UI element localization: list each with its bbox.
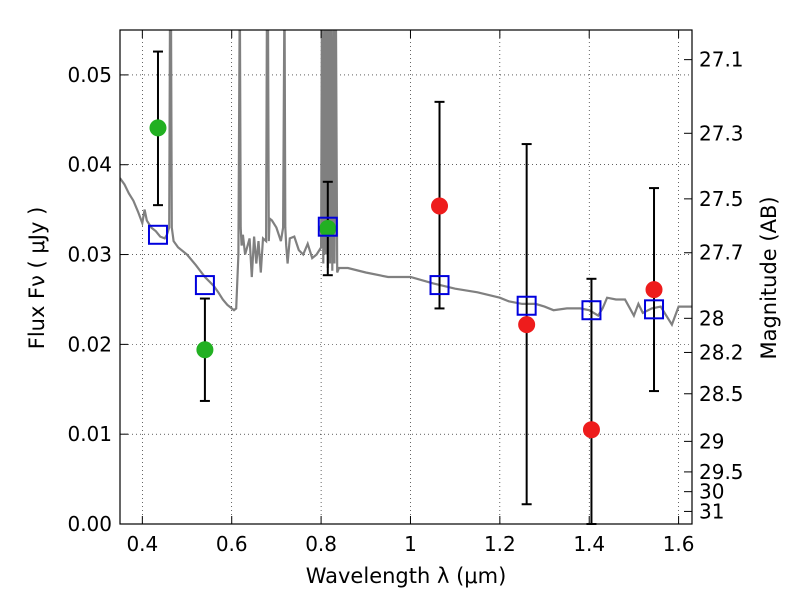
x-tick-label: 1.6	[663, 532, 695, 556]
y-tick-label: 0.05	[67, 63, 112, 87]
magnitude-tick-label: 30	[699, 480, 724, 504]
detected-point	[196, 341, 214, 359]
model-spectrum-layer	[120, 30, 692, 328]
y-tick-label: 0.04	[67, 153, 112, 177]
model-photometry-square	[194, 275, 215, 296]
magnitude-tick-label: 28	[699, 306, 724, 330]
x-tick-label: 1.2	[484, 532, 516, 556]
non-detected-point	[518, 316, 536, 334]
magnitude-tick-label: 27.1	[699, 48, 744, 72]
magnitude-tick-label: 27.3	[699, 121, 744, 145]
x-tick-label: 1	[404, 532, 417, 556]
magnitude-tick-label: 28.2	[699, 340, 744, 364]
model-photometry-square	[429, 275, 450, 296]
magnitude-tick-label: 28.5	[699, 382, 744, 406]
magnitude-tick-label: 27.5	[699, 187, 744, 211]
right-axis-label: Magnitude (AB)	[757, 196, 781, 359]
x-tick-label: 0.8	[305, 532, 337, 556]
tick-labels: 0.4 0.6 0.8 1 1.2 1.4 1.6 0.00 0.01 0.02 0.03 0.04 0…	[67, 48, 743, 556]
x-tick-label: 0.6	[216, 532, 248, 556]
y-tick-label: 0.02	[67, 332, 112, 356]
error-bars	[152, 50, 660, 525]
model-photometry-square	[317, 216, 338, 237]
y-axis-label: Flux Fν ( μJy )	[25, 207, 49, 350]
x-tick-label: 1.4	[573, 532, 605, 556]
x-tick-label: 0.4	[126, 532, 158, 556]
axis-ticks	[120, 30, 692, 525]
model-spectrum-line	[120, 30, 692, 328]
x-axis-label: Wavelength λ (μm)	[306, 564, 507, 588]
detected-point	[149, 119, 167, 137]
non-detected-point	[431, 197, 449, 215]
model-photometry-square	[147, 224, 168, 245]
detected-point	[319, 219, 337, 237]
y-tick-label: 0.03	[67, 243, 112, 267]
magnitude-tick-label: 29.5	[699, 460, 744, 484]
magnitude-tick-label: 27.7	[699, 241, 744, 265]
plot-frame	[119, 29, 693, 525]
magnitude-tick-label: 31	[699, 499, 724, 523]
model-photometry-square	[581, 300, 602, 321]
data-markers	[147, 119, 665, 439]
magnitude-tick-label: 29	[699, 429, 724, 453]
non-detected-point	[645, 281, 663, 299]
y-tick-label: 0.00	[67, 512, 112, 536]
non-detected-point	[582, 421, 600, 439]
model-photometry-square	[516, 295, 537, 316]
y-tick-label: 0.01	[67, 422, 112, 446]
model-photometry-square	[644, 299, 665, 320]
